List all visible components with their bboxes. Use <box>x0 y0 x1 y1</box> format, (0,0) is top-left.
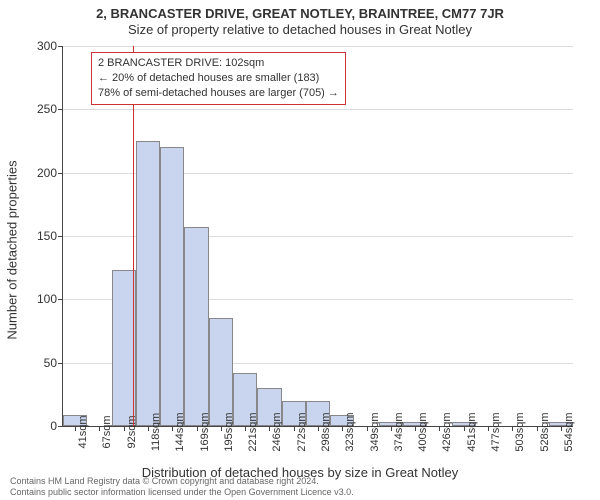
x-tick-label: 554sqm <box>561 412 575 451</box>
y-tick-label: 100 <box>37 292 57 306</box>
y-tick-mark <box>58 46 63 47</box>
y-tick-label: 200 <box>37 166 57 180</box>
x-tick-label: 349sqm <box>367 412 381 451</box>
y-tick-label: 250 <box>37 102 57 116</box>
x-tick-label: 477sqm <box>488 412 502 451</box>
x-tick-label: 41sqm <box>75 415 89 448</box>
chart-container: 2, BRANCASTER DRIVE, GREAT NOTLEY, BRAIN… <box>0 0 600 500</box>
histogram-bar <box>160 147 184 426</box>
x-tick-label: 400sqm <box>415 412 429 451</box>
histogram-bar <box>209 318 233 426</box>
y-tick-label: 150 <box>37 229 57 243</box>
annotation-box: 2 BRANCASTER DRIVE: 102sqm← 20% of detac… <box>91 52 346 105</box>
y-tick-label: 300 <box>37 39 57 53</box>
y-axis-label: Number of detached properties <box>5 160 20 339</box>
chart-subtitle: Size of property relative to detached ho… <box>0 22 600 38</box>
x-tick-label: 426sqm <box>439 412 453 451</box>
y-tick-mark <box>58 299 63 300</box>
histogram-bar <box>136 141 160 426</box>
y-tick-mark <box>58 173 63 174</box>
attribution-line2: Contains public sector information licen… <box>10 487 354 498</box>
x-tick-label: 451sqm <box>464 412 478 451</box>
chart-title: 2, BRANCASTER DRIVE, GREAT NOTLEY, BRAIN… <box>0 6 600 22</box>
y-tick-mark <box>58 363 63 364</box>
y-tick-label: 50 <box>44 356 57 370</box>
annotation-line: 2 BRANCASTER DRIVE: 102sqm <box>98 56 339 71</box>
x-tick-label: 528sqm <box>537 412 551 451</box>
y-tick-mark <box>58 426 63 427</box>
y-tick-label: 0 <box>50 419 57 433</box>
title-block: 2, BRANCASTER DRIVE, GREAT NOTLEY, BRAIN… <box>0 0 600 39</box>
x-tick-label: 323sqm <box>342 412 356 451</box>
attribution-text: Contains HM Land Registry data © Crown c… <box>10 476 354 498</box>
y-grid-line <box>63 46 573 47</box>
histogram-bar <box>184 227 208 426</box>
y-tick-mark <box>58 236 63 237</box>
x-tick-label: 503sqm <box>512 412 526 451</box>
y-tick-mark <box>58 109 63 110</box>
attribution-line1: Contains HM Land Registry data © Crown c… <box>10 476 354 487</box>
x-tick-label: 374sqm <box>391 412 405 451</box>
annotation-line: ← 20% of detached houses are smaller (18… <box>98 71 339 86</box>
annotation-line: 78% of semi-detached houses are larger (… <box>98 86 339 101</box>
y-grid-line <box>63 109 573 110</box>
plot-area: 05010015020025030041sqm67sqm92sqm118sqm1… <box>62 46 573 427</box>
